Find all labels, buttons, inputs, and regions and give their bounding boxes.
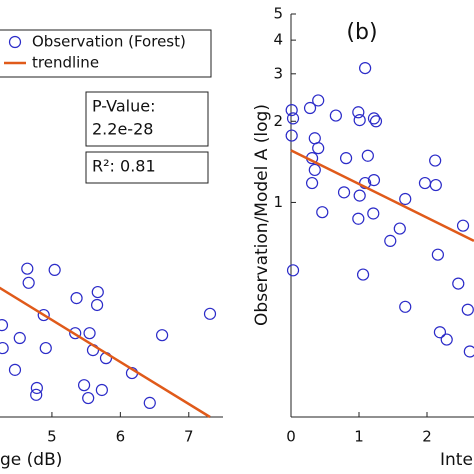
- y-tick-label: 5: [273, 5, 283, 23]
- point: [90, 298, 104, 312]
- legend-label: trendline: [32, 54, 99, 72]
- y-tick-label: 2: [273, 112, 283, 130]
- point: [77, 379, 91, 392]
- x-tick-label: 1: [354, 428, 364, 446]
- point: [433, 326, 447, 339]
- x-axis-label: ge (dB): [0, 450, 62, 470]
- point: [329, 109, 342, 122]
- point: [285, 129, 298, 142]
- point: [286, 264, 300, 277]
- panel-title: (b): [346, 20, 377, 45]
- point: [21, 262, 34, 275]
- point: [359, 61, 372, 75]
- annotation-box: [85, 151, 209, 184]
- point: [463, 345, 474, 358]
- legend-label: Observation (Forest): [32, 33, 186, 51]
- annotation-text: R²: 0.81: [92, 157, 156, 176]
- point: [361, 149, 374, 162]
- x-tick-label: 7: [184, 428, 194, 446]
- point: [30, 381, 43, 395]
- point: [285, 104, 298, 117]
- point: [353, 114, 366, 127]
- point: [353, 189, 366, 202]
- legend-marker: [8, 35, 22, 49]
- point: [305, 176, 319, 190]
- point: [429, 154, 442, 167]
- point: [456, 219, 470, 232]
- point: [37, 308, 50, 322]
- point: [312, 94, 325, 107]
- point: [367, 174, 381, 187]
- point: [399, 192, 412, 206]
- point: [13, 331, 26, 345]
- point: [312, 142, 325, 155]
- panel: 5 6 7 ge (dB) Observation (Forest) trendline P…: [0, 29, 223, 470]
- point: [367, 112, 381, 125]
- point: [143, 396, 156, 409]
- point: [418, 176, 432, 190]
- point: [399, 300, 412, 313]
- point: [461, 303, 474, 316]
- point: [22, 276, 35, 289]
- x-tick-label: 5: [47, 428, 57, 446]
- legend-box: [0, 29, 212, 78]
- y-tick-label: 4: [273, 31, 283, 49]
- point: [155, 329, 169, 342]
- point: [384, 234, 397, 247]
- point: [339, 152, 353, 165]
- y-tick-label: 3: [273, 64, 283, 82]
- point: [316, 206, 329, 219]
- point: [30, 388, 43, 401]
- point: [0, 341, 9, 355]
- panel: 0 1 2 1 2 3 4 5 Inte Observation/Model A (log) (b): [252, 5, 474, 470]
- x-tick-label: 0: [286, 428, 296, 446]
- point: [48, 263, 61, 277]
- point: [91, 285, 104, 299]
- point: [0, 319, 9, 332]
- point: [367, 207, 380, 220]
- point: [337, 186, 351, 199]
- point: [440, 333, 453, 346]
- point: [39, 341, 52, 355]
- point: [303, 101, 317, 115]
- point: [393, 222, 406, 235]
- point: [352, 212, 365, 225]
- x-axis-label: Inte: [440, 450, 473, 470]
- point: [203, 307, 217, 320]
- point: [308, 163, 321, 177]
- trendline: [290, 149, 474, 243]
- point: [83, 327, 96, 340]
- point: [431, 248, 444, 261]
- point: [95, 383, 108, 397]
- y-tick-label: 1: [273, 193, 283, 211]
- point: [70, 292, 83, 305]
- point: [69, 327, 82, 340]
- point: [352, 106, 365, 119]
- point: [429, 178, 442, 192]
- point: [286, 112, 300, 125]
- legend: Observation (Forest) trendline: [0, 29, 212, 78]
- point: [452, 277, 465, 290]
- annotation-text: P-Value:: [92, 97, 155, 116]
- annotation-text: 2.2e-28: [92, 120, 153, 139]
- point: [8, 363, 22, 376]
- y-axis-label: Observation/Model A (log): [252, 104, 272, 326]
- trendline: [0, 286, 211, 419]
- annotation-box: [85, 91, 209, 147]
- point: [82, 391, 95, 405]
- point: [369, 115, 383, 128]
- x-tick-label: 2: [422, 428, 432, 446]
- point: [356, 268, 370, 281]
- x-tick-label: 6: [116, 428, 126, 446]
